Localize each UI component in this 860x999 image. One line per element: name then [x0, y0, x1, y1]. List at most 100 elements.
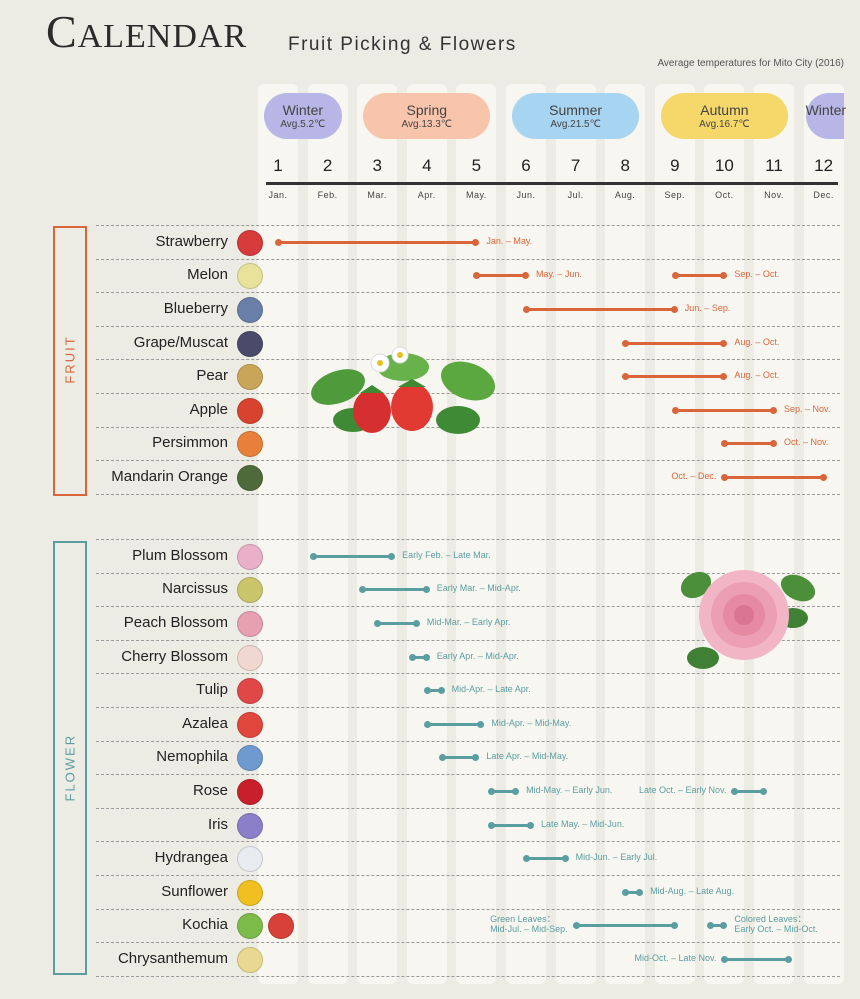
blueberry-icon	[237, 297, 263, 323]
peach-blossom-icon	[237, 611, 263, 637]
fruit-period-label: Oct. – Nov.	[784, 437, 828, 447]
flower-period-label: Mid-Apr. – Mid-May.	[491, 718, 571, 728]
row-divider	[96, 258, 840, 260]
fruit-category-label: FRUIT	[62, 335, 78, 384]
period-label-line: Sep. – Oct.	[734, 269, 780, 280]
azalea-icon	[237, 711, 263, 738]
month-abbr: Mar.	[367, 190, 387, 200]
flower-period-bar	[622, 888, 644, 896]
rose-illustration	[680, 570, 816, 669]
apple-icon	[237, 397, 263, 424]
period-label-line: Mid-Jun. – Early Jul.	[575, 852, 658, 863]
flower-label: Narcissus	[162, 580, 228, 598]
flower-label: Cherry Blossom	[121, 647, 228, 665]
period-end-dot	[769, 440, 777, 448]
fruit-label: Melon	[187, 266, 228, 284]
period-start-dot	[473, 272, 481, 280]
row-divider	[96, 539, 840, 540]
flower-period-label: Mid-Aug. – Late Aug.	[650, 886, 734, 896]
hydrangea-icon	[237, 846, 263, 873]
strawberry-icon	[237, 229, 263, 256]
period-label-line: Late May. – Mid-Jun.	[540, 818, 625, 829]
flower-period-label: Mid-Apr. – Late Apr.	[452, 684, 531, 694]
flower-label: Rose	[192, 782, 228, 799]
row-divider	[96, 225, 840, 226]
season-average: Avg.13.3℃	[401, 119, 453, 130]
flower-period-bar	[374, 620, 420, 627]
period-start-dot	[671, 272, 679, 280]
period-label-line: Early Apr. – Mid-Apr.	[436, 650, 519, 661]
period-label-line: May. – Jun.	[536, 269, 582, 280]
fruit-period-bar	[622, 339, 728, 347]
fruit-period-label: Sep. – Oct.	[734, 269, 779, 279]
flower-category-box	[53, 541, 87, 975]
period-label-line: Mid-Jul. – Mid-Sep.	[490, 924, 568, 935]
title-rest: ALENDAR	[77, 18, 248, 55]
flower-period-label: Late Apr. – Mid-May.	[486, 751, 568, 761]
month-abbr: Jul.	[567, 190, 584, 200]
flower-period-label: Mid-Mar. – Early Apr.	[427, 617, 511, 627]
period-start-dot	[438, 754, 446, 762]
fruit-period-bar	[473, 272, 529, 280]
flower-period-bar	[309, 552, 396, 560]
period-label-line: Green Leaves：	[490, 914, 556, 925]
month-number: 6	[521, 156, 531, 175]
pear-icon	[237, 364, 263, 391]
period-start-dot	[622, 888, 630, 896]
row-divider	[96, 807, 840, 809]
period-start-dot	[622, 339, 630, 347]
period-start-dot	[721, 440, 729, 448]
flower-label: Plum Blossom	[132, 546, 228, 564]
fruit-period-label: Aug. – Oct.	[734, 337, 779, 347]
fruit-period-bar	[721, 474, 827, 481]
period-end-dot	[388, 552, 396, 560]
month-number: 9	[670, 156, 680, 175]
period-label-line: Aug. – Oct.	[734, 336, 780, 347]
fruit-period-bar	[671, 406, 777, 414]
flower-label: Kochia	[182, 916, 228, 934]
period-end-dot	[422, 653, 430, 661]
flower-period-label: Green Leaves： Mid-Jul. – Mid-Sep.	[490, 914, 568, 934]
month-abbr: Oct.	[715, 190, 734, 200]
tulip-icon	[237, 678, 263, 705]
month-number: 8	[620, 156, 630, 175]
month-column-12	[803, 84, 844, 984]
flower-period-label: Mid-Jun. – Early Jul.	[576, 852, 658, 862]
period-end-dot	[472, 754, 480, 762]
period-label-line: Mid-Apr. – Late Apr.	[451, 684, 531, 695]
period-end-dot	[477, 720, 485, 728]
month-axis-line	[266, 182, 838, 185]
fruit-category-box	[53, 226, 87, 496]
row-divider	[96, 841, 840, 843]
chrysanthemum-icon	[237, 947, 263, 973]
season-winter-0: Winter Avg.5.2℃	[264, 93, 342, 139]
month-column-10	[704, 84, 745, 984]
season-average: Avg.5.2℃	[280, 119, 326, 130]
fruit-label: Mandarin Orange	[111, 468, 228, 485]
season-summer-2: Summer Avg.21.5℃	[512, 93, 640, 139]
season-winter-4: Winter	[805, 93, 846, 139]
period-label-line: Oct. – Dec.	[671, 471, 717, 481]
row-divider	[96, 740, 840, 742]
period-start-dot	[488, 788, 496, 795]
period-start-dot	[731, 788, 739, 795]
month-abbr: Aug.	[614, 190, 636, 200]
flower-period-bar	[438, 754, 480, 762]
flower-period-bar	[359, 586, 430, 594]
fruit-label: Grape/Muscat	[133, 333, 228, 351]
period-end-dot	[670, 306, 678, 313]
season-average: Avg.16.7℃	[699, 119, 750, 130]
period-end-dot	[472, 238, 480, 246]
flower-period-label: Early Apr. – Mid-Apr.	[437, 651, 519, 661]
grape-icon	[237, 330, 263, 357]
flower-period-bar	[408, 653, 430, 661]
month-column-6	[506, 84, 546, 984]
row-divider	[96, 908, 840, 910]
fruit-label: Apple	[189, 400, 228, 418]
fruit-label: Blueberry	[163, 300, 228, 317]
row-divider	[96, 359, 840, 361]
fruit-period-label: Oct. – Dec.	[671, 471, 716, 481]
period-label-line: Mid-Apr. – Mid-May.	[491, 717, 572, 728]
month-number: 2	[322, 156, 333, 175]
period-end-dot	[526, 821, 534, 829]
